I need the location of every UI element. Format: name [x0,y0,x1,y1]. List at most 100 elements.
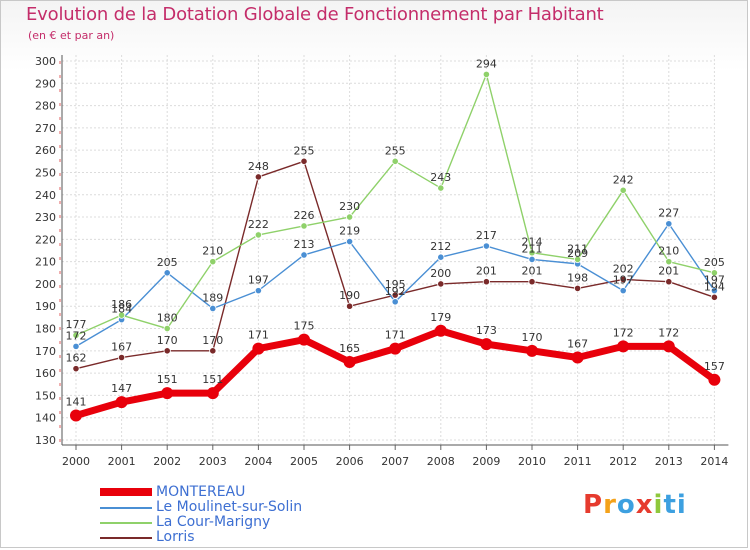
proxiti-logo: Proxiti [583,490,687,520]
legend-label: Lorris [156,529,195,545]
data-label-la-cour-marigny: 186 [111,298,132,311]
data-label-montereau: 167 [567,338,588,351]
data-point-le-moulinet-sur-solin [300,251,308,259]
y-tick-label: 300 [35,55,56,68]
data-label-lorris: 167 [111,341,132,354]
data-point-lorris [619,275,627,284]
y-tick-label: 290 [35,77,56,90]
data-point-montereau [617,340,630,353]
x-tick-label: 2009 [472,455,500,468]
x-tick-label: 2001 [108,455,136,468]
data-point-montereau [298,333,310,346]
data-label-montereau: 179 [430,311,451,324]
data-label-le-moulinet-sur-solin: 197 [704,274,725,287]
data-point-le-moulinet-sur-solin [254,287,262,295]
legend-swatch-montereau [100,488,152,496]
x-tick-label: 2003 [199,455,227,468]
legend-label: Le Moulinet-sur-Solin [156,499,303,515]
data-label-le-moulinet-sur-solin: 219 [339,225,360,238]
x-tick-label: 2011 [564,455,592,468]
data-point-montereau [252,342,265,355]
data-label-montereau: 151 [157,373,178,386]
x-tick-label: 2002 [153,455,181,468]
legend-swatch-lorris [100,537,152,539]
data-point-la-cour-marigny [528,249,536,257]
x-tick-label: 2006 [336,455,364,468]
x-tick-label: 2014 [700,455,728,468]
data-label-lorris: 200 [430,267,451,280]
data-label-lorris: 194 [704,280,725,293]
data-point-le-moulinet-sur-solin [209,304,217,313]
data-label-le-moulinet-sur-solin: 209 [567,247,588,260]
data-point-la-cour-marigny [710,269,719,277]
data-label-le-moulinet-sur-solin: 172 [66,329,87,342]
data-label-la-cour-marigny: 180 [157,312,178,325]
data-point-le-moulinet-sur-solin [710,287,719,295]
data-label-la-cour-marigny: 210 [202,245,223,258]
chart-title: Evolution de la Dotation Globale de Fonc… [26,4,604,25]
axes: 130 140 150 160 170 180 190 200 210 220 230 240 250 2… [35,55,729,468]
data-point-montereau [389,342,402,355]
data-point-montereau [115,396,128,409]
data-label-le-moulinet-sur-solin: 197 [248,274,269,287]
gridlines [62,55,715,445]
data-label-lorris: 170 [157,334,178,347]
data-label-lorris: 202 [613,262,634,275]
brand-letter: x [635,490,654,520]
data-point-lorris [573,284,582,292]
data-label-lorris: 201 [476,265,497,278]
data-point-la-cour-marigny [254,231,262,239]
x-tick-label: 2013 [655,455,683,468]
data-label-la-cour-marigny: 211 [567,242,588,255]
data-point-montereau [161,387,174,400]
data-point-lorris [118,353,126,362]
data-point-la-cour-marigny [573,255,582,264]
data-point-montereau [70,409,82,422]
data-point-lorris [254,173,262,181]
data-point-le-moulinet-sur-solin [72,342,80,350]
data-label-montereau: 141 [66,395,87,408]
brand-letter: t [663,490,677,520]
data-label-le-moulinet-sur-solin: 192 [385,285,406,298]
y-tick-label: 220 [35,233,56,246]
data-point-lorris [437,280,445,288]
data-point-la-cour-marigny [163,324,171,333]
data-label-la-cour-marigny: 210 [658,245,679,258]
legend-swatch-la-cour-marigny [100,522,152,524]
data-label-montereau: 157 [704,360,725,373]
y-tick-label: 190 [35,300,56,313]
data-label-montereau: 170 [522,331,543,344]
brand-letter: P [583,490,604,520]
data-label-la-cour-marigny: 230 [339,200,360,213]
brand-letter: i [676,490,687,520]
data-point-le-moulinet-sur-solin [619,287,627,295]
data-point-lorris [345,302,354,310]
data-point-le-moulinet-sur-solin [345,237,354,246]
data-label-la-cour-marigny: 242 [613,173,634,186]
data-point-lorris [163,347,171,355]
data-point-montereau [571,351,584,364]
y-tick-label: 260 [35,144,56,157]
data-point-la-cour-marigny [345,213,354,221]
data-point-montereau [206,387,219,400]
data-point-montereau [434,324,447,337]
y-tick-label: 230 [35,211,56,224]
data-label-lorris: 255 [294,144,315,157]
brand-letter: i [653,490,664,520]
data-label-montereau: 172 [658,326,679,339]
x-tick-label: 2005 [290,455,318,468]
data-label-le-moulinet-sur-solin: 227 [658,207,679,220]
data-label-lorris: 201 [658,265,679,278]
y-tick-label: 210 [35,256,56,269]
data-point-la-cour-marigny [665,258,673,266]
data-label-montereau: 175 [294,320,315,333]
data-label-le-moulinet-sur-solin: 197 [613,274,634,287]
data-label-montereau: 171 [385,329,406,342]
data-label-lorris: 190 [339,289,360,302]
series-lines [70,70,721,422]
data-point-lorris [528,278,536,286]
data-label-lorris: 198 [567,271,588,284]
x-tick-label: 2010 [518,455,546,468]
data-point-la-cour-marigny [619,186,627,194]
